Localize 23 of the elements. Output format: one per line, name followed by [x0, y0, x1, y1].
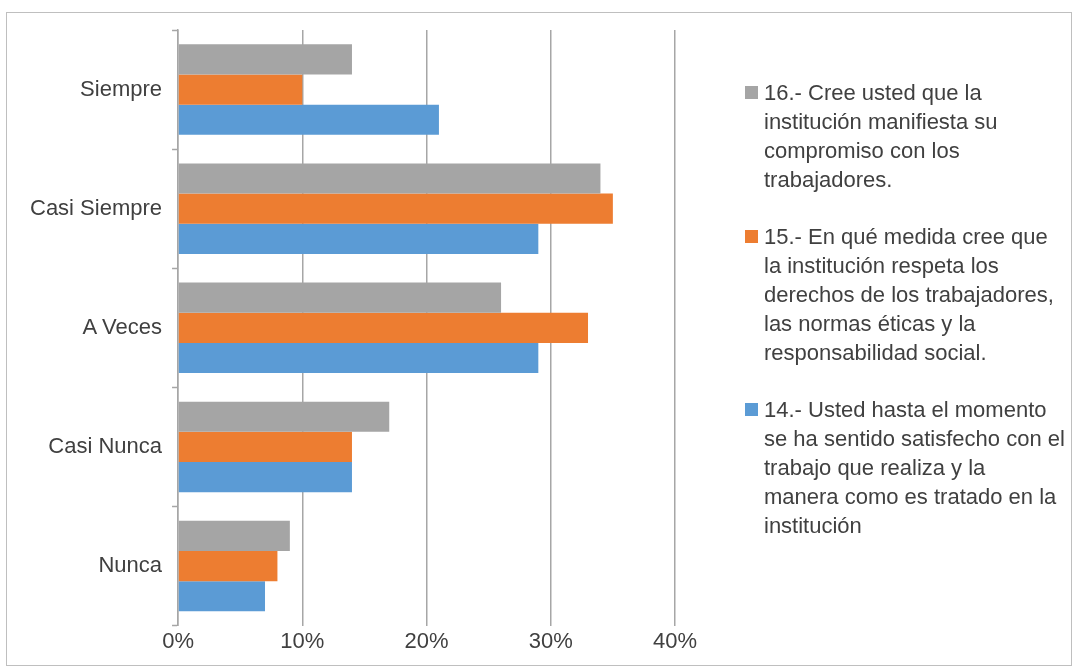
- y-tick-label: Casi Siempre: [30, 194, 163, 220]
- x-tick-label: 40%: [652, 627, 698, 653]
- bar: [178, 431, 352, 463]
- y-tick-label: A Veces: [82, 313, 163, 339]
- x-tick-label: 10%: [280, 627, 325, 653]
- y-tick-label: Casi Nunca: [48, 432, 163, 458]
- legend-label: 14.- Usted hasta el momento se ha sentido satisfecho con el trabajo que realiza y la manera como es tratado en la institución: [764, 396, 1065, 540]
- bar: [178, 104, 439, 135]
- x-tick-label: 20%: [404, 627, 449, 653]
- x-tick-label: 0%: [162, 627, 194, 653]
- bar: [178, 74, 303, 105]
- x-tick-label: 30%: [528, 627, 573, 653]
- legend-label: 16.- Cree usted que la institución manifiesta su compromiso con los trabajadores.: [764, 79, 999, 194]
- bar: [178, 193, 613, 224]
- y-tick-label: Siempre: [80, 75, 163, 101]
- bar: [178, 312, 589, 343]
- bar: [178, 462, 352, 493]
- bar: [178, 550, 278, 582]
- y-tick-label: Nunca: [98, 552, 163, 578]
- bar: [178, 342, 539, 374]
- legend-label: 15.- En qué medida cree que la institución respeta los derechos de los trabajadores, las normas éticas y la responsabilidad social.: [764, 223, 1055, 367]
- bar: [178, 581, 266, 612]
- bar: [178, 223, 539, 254]
